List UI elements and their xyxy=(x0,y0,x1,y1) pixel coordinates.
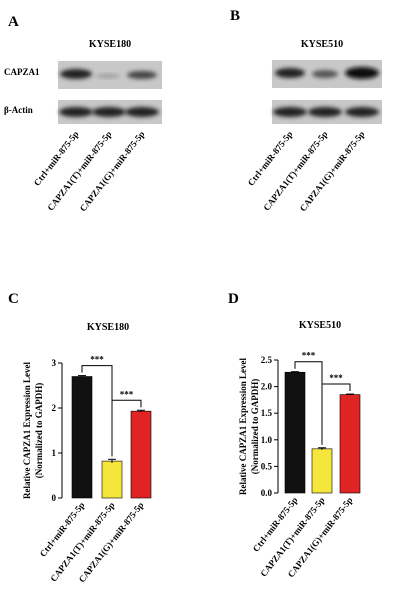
chart-title: KYSE180 xyxy=(87,322,129,333)
x-tick-label: CAPZA1(G)+miR-875-5p xyxy=(78,129,147,213)
y-tick-label: 2.0 xyxy=(261,382,273,392)
x-tick-label: CAPZA1(T)+miR-875-5p xyxy=(261,129,329,212)
significance-bracket: *** xyxy=(111,389,142,457)
y-axis-label: (Normalized to GAPDH) xyxy=(250,379,260,474)
y-tick-label: 1 xyxy=(52,448,57,458)
x-tick-label: CAPZA1(T)+miR-875-5p xyxy=(45,129,113,212)
y-tick-label: 3 xyxy=(52,358,57,368)
significance-label: *** xyxy=(90,355,104,365)
blot xyxy=(272,60,382,124)
bar xyxy=(71,376,93,499)
y-tick-label: 2 xyxy=(52,403,57,413)
panel-letter: B xyxy=(230,8,240,24)
row-label: β-Actin xyxy=(4,105,33,115)
bar xyxy=(284,371,306,494)
bar xyxy=(101,460,123,499)
bracket xyxy=(111,399,142,457)
y-tick-label: 1.5 xyxy=(261,408,273,418)
bar xyxy=(311,448,333,494)
row-label: CAPZA1 xyxy=(4,67,40,77)
y-axis-label: Relative CAPZA1 Expression Level xyxy=(22,361,32,499)
panel-letter: A xyxy=(8,14,19,30)
y-tick-label: 0 xyxy=(52,493,57,503)
x-tick-label: CAPZA1(G)+miR-875-5p xyxy=(298,129,367,213)
significance-label: *** xyxy=(302,351,316,361)
y-tick-label: 0.5 xyxy=(261,461,273,471)
y-tick-label: 2.5 xyxy=(261,355,273,365)
y-tick-label: 0.0 xyxy=(261,488,273,498)
bar xyxy=(130,410,152,499)
y-axis-label: Relative CAPZA1 Expression Level xyxy=(238,357,248,495)
y-tick-label: 1.0 xyxy=(261,435,273,445)
panel-letter: C xyxy=(8,291,19,307)
significance-label: *** xyxy=(120,389,134,399)
bar xyxy=(339,394,361,494)
panel-title: KYSE510 xyxy=(301,39,343,50)
significance-bracket: *** xyxy=(321,373,351,445)
panel-title: KYSE180 xyxy=(89,39,131,50)
chart-title: KYSE510 xyxy=(299,320,341,331)
blot xyxy=(58,61,162,124)
significance-label: *** xyxy=(329,373,343,383)
panel-letter: D xyxy=(228,291,239,307)
y-axis-label: (Normalized to GAPDH) xyxy=(34,383,44,478)
bracket xyxy=(321,383,351,445)
